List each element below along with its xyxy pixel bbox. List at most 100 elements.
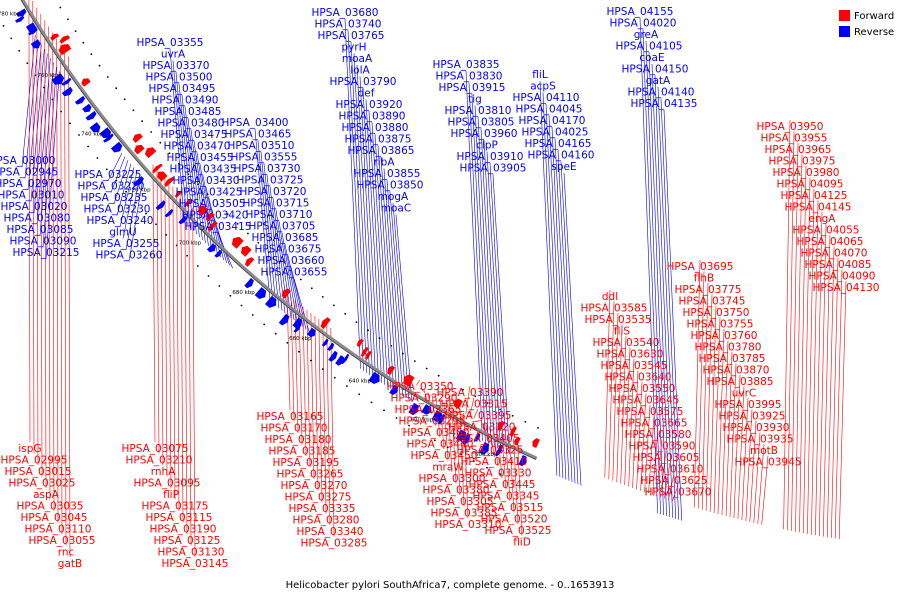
gene-arrow xyxy=(214,249,222,258)
leader-line xyxy=(196,152,212,249)
gene-label: speE xyxy=(551,161,576,173)
scale-dot xyxy=(298,350,300,353)
gene-label: HPSA_03695 xyxy=(667,261,734,273)
leader-line xyxy=(160,173,164,466)
gene-label: HPSA_04020 xyxy=(610,18,677,30)
gene-label: HPSA_03910 xyxy=(457,151,524,163)
legend-reverse-label: Reverse xyxy=(854,27,894,38)
scale-dot xyxy=(333,304,335,307)
scale-ticks xyxy=(2,6,539,482)
leader-line xyxy=(709,305,717,512)
leader-line xyxy=(395,214,413,402)
gene-label: HPSA_03315 xyxy=(441,399,508,411)
leader-line xyxy=(644,404,651,493)
gene-label: HPSA_03625 xyxy=(641,475,708,487)
gene-label: HPSA_03290 xyxy=(391,393,458,405)
kbp-label: 760 kbp xyxy=(37,73,60,79)
gene-label: HPSA_03545 xyxy=(601,360,668,372)
gene-label: HPSA_04130 xyxy=(813,282,880,294)
scale-dot xyxy=(299,278,302,281)
gene-label: greA xyxy=(634,29,659,41)
leader-line xyxy=(254,128,271,301)
gene-arrow xyxy=(178,215,188,225)
gene-label: HPSA_04090 xyxy=(809,271,876,283)
leader-line xyxy=(459,410,465,507)
gene-label: gatA xyxy=(646,75,671,87)
gene-label: HPSA_02945 xyxy=(0,167,58,179)
gene-label: HPSA_03955 xyxy=(761,133,828,145)
scale-dot xyxy=(87,145,89,148)
gene-label: HPSA_03590 xyxy=(629,441,696,453)
leader-line xyxy=(36,58,51,225)
scale-dot xyxy=(402,352,404,355)
gene-label: HPSA_03490 xyxy=(152,95,219,107)
leader-line xyxy=(713,317,721,514)
scale-dot xyxy=(141,120,144,123)
kbp-label: 740 kbp xyxy=(81,132,104,138)
gene-label: HPSA_03080 xyxy=(4,213,71,225)
leader-line xyxy=(612,312,619,481)
leader-line xyxy=(717,328,725,515)
scale-dot xyxy=(278,260,281,263)
scale-dot xyxy=(196,265,199,267)
genome-backbone-shadow xyxy=(20,0,537,460)
scale-dot xyxy=(486,402,489,404)
scale-dot xyxy=(186,254,189,257)
scale-dot xyxy=(321,368,324,371)
gene-label: HPSA_03920 xyxy=(336,99,403,111)
gene-label: HPSA_03365 xyxy=(395,404,462,416)
gene-label: HPSA_03865 xyxy=(348,145,415,157)
gene-arrow xyxy=(321,338,329,347)
scale-dot xyxy=(310,287,313,290)
gene-arrow xyxy=(403,374,415,387)
leader-line xyxy=(152,164,156,443)
gene-label: HPSA_03145 xyxy=(162,558,229,570)
leader-line xyxy=(551,126,570,481)
scale-dot xyxy=(263,323,266,326)
leader-line xyxy=(651,63,670,517)
leader-line xyxy=(40,13,43,477)
scale-dot xyxy=(367,329,369,332)
gene-label: HPSA_03430 xyxy=(173,175,240,187)
gene-label: HPSA_03275 xyxy=(285,492,352,504)
gene-label: HPSA_03380 xyxy=(423,485,490,497)
gene-label: HPSA_04045 xyxy=(516,104,583,116)
figure-caption: Helicobacter pylori SouthAfrica7, comple… xyxy=(286,580,615,591)
gene-label: HPSA_03195 xyxy=(273,457,340,469)
gene-label: HPSA_03720 xyxy=(240,186,307,198)
gene-label: HPSA_03610 xyxy=(637,464,704,476)
leader-line xyxy=(64,50,67,546)
gene-arrow xyxy=(495,444,503,457)
gene-label: HPSA_03725 xyxy=(237,175,304,187)
leader-line xyxy=(783,119,791,530)
gene-label: HPSA_03515 xyxy=(477,502,544,514)
scale-dot xyxy=(370,401,373,404)
leader-line xyxy=(636,381,643,490)
scale-dot xyxy=(96,157,99,159)
scale-dot xyxy=(90,53,93,56)
kbp-label: 780 kbp xyxy=(0,12,21,18)
scale-dot xyxy=(60,110,62,113)
gene-label: aspA xyxy=(33,489,60,501)
gene-label: HPSA_03015 xyxy=(5,466,72,478)
scale-dot xyxy=(123,98,126,101)
scale-dot xyxy=(459,453,462,456)
leader-line xyxy=(314,316,319,491)
leader-line xyxy=(257,140,274,304)
leader-line xyxy=(757,443,765,524)
gene-label: HPSA_03210 xyxy=(126,455,193,467)
gene-label: HPSA_04065 xyxy=(797,236,864,248)
gene-label: HPSA_03285 xyxy=(301,538,368,550)
scale-dot xyxy=(257,242,260,244)
leader-line xyxy=(326,325,331,526)
scale-dot xyxy=(267,251,270,254)
gene-label: HPSA_03255 xyxy=(93,238,160,250)
leader-line xyxy=(608,301,615,480)
leader-line xyxy=(465,70,483,441)
leader-line xyxy=(473,408,479,419)
kbp-label: 600 kbp xyxy=(475,452,498,458)
leader-line xyxy=(654,75,673,518)
leader-line xyxy=(184,199,188,535)
gene-arrow xyxy=(82,103,92,113)
gene-label: engA xyxy=(809,213,837,225)
